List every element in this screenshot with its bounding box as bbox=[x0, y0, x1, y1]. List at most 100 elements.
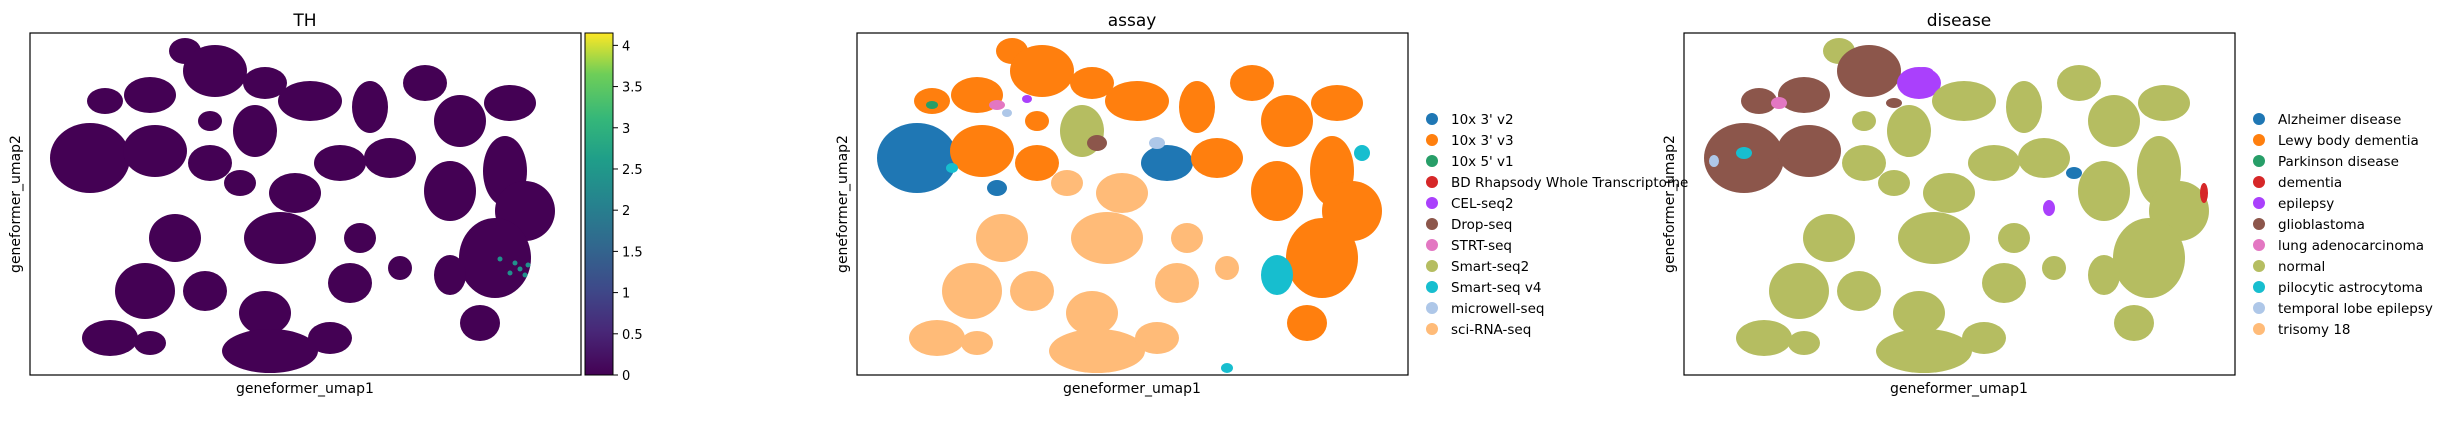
cluster bbox=[1778, 77, 1830, 113]
cluster bbox=[328, 263, 372, 303]
legend-label: microwell-seq bbox=[1451, 301, 1544, 317]
cluster bbox=[987, 180, 1007, 196]
colorbar-tick-label: 0.5 bbox=[622, 328, 643, 343]
y-axis-label: geneformer_umap2 bbox=[835, 135, 851, 273]
legend-marker bbox=[1426, 218, 1438, 230]
high-expression-point bbox=[507, 270, 513, 276]
cluster bbox=[1261, 255, 1293, 295]
cluster bbox=[484, 85, 536, 121]
cluster bbox=[1070, 67, 1114, 99]
cluster bbox=[1251, 161, 1303, 221]
x-axis-label: geneformer_umap1 bbox=[1063, 381, 1201, 397]
cluster bbox=[1736, 147, 1752, 159]
cluster bbox=[1096, 173, 1148, 213]
cluster bbox=[1998, 223, 2030, 253]
cluster bbox=[1769, 263, 1829, 319]
legend-label: pilocytic astrocytoma bbox=[2278, 280, 2423, 296]
legend-label: Parkinson disease bbox=[2278, 154, 2399, 170]
legend-marker bbox=[1426, 302, 1438, 314]
legend-label: epilepsy bbox=[2278, 196, 2334, 212]
cluster bbox=[460, 305, 500, 341]
cluster bbox=[459, 218, 531, 298]
cluster bbox=[1887, 105, 1931, 157]
cluster bbox=[1893, 291, 1945, 335]
cluster bbox=[1022, 95, 1032, 103]
cluster bbox=[1025, 111, 1049, 131]
colorbar-tick-label: 3.5 bbox=[622, 81, 643, 96]
legend-marker bbox=[2253, 113, 2265, 125]
cluster bbox=[1842, 145, 1886, 181]
cluster bbox=[877, 123, 957, 193]
cluster bbox=[1002, 109, 1012, 117]
legend-marker bbox=[1426, 281, 1438, 293]
colorbar bbox=[584, 32, 614, 376]
high-expression-point bbox=[522, 272, 528, 278]
cluster bbox=[243, 67, 287, 99]
umap-points bbox=[50, 38, 555, 373]
cluster bbox=[2006, 81, 2042, 133]
legend: 10x 3' v2 10x 3' v3 10x 5' v1 BD Rhapsody W… bbox=[1426, 112, 1688, 338]
panel-th: TH geneformer_umap1 geneformer_umap2 0 0.… bbox=[8, 11, 643, 397]
legend-label: BD Rhapsody Whole Transcriptome bbox=[1451, 175, 1688, 191]
cluster bbox=[308, 322, 352, 354]
cluster bbox=[183, 271, 227, 311]
cluster bbox=[2088, 95, 2140, 147]
cluster bbox=[2042, 256, 2066, 280]
cluster bbox=[2088, 255, 2120, 295]
cluster bbox=[1286, 218, 1358, 298]
cluster bbox=[364, 138, 416, 178]
x-axis-label: geneformer_umap1 bbox=[1890, 381, 2028, 397]
panel-disease: disease geneformer_umap1 geneformer_umap… bbox=[1662, 11, 2433, 397]
cluster bbox=[278, 81, 342, 121]
legend-marker bbox=[1426, 239, 1438, 251]
cluster bbox=[1886, 98, 1902, 108]
legend: Alzheimer disease Lewy body dementia Parki… bbox=[2253, 112, 2433, 338]
legend-marker bbox=[1426, 260, 1438, 272]
cluster bbox=[2078, 161, 2130, 221]
colorbar-tick-label: 1.5 bbox=[622, 245, 643, 260]
plot-frame bbox=[1683, 32, 2236, 376]
cluster bbox=[1287, 305, 1327, 341]
legend-marker bbox=[1426, 176, 1438, 188]
legend-label: Smart-seq2 bbox=[1451, 259, 1529, 275]
panel-title: disease bbox=[1927, 11, 1992, 31]
high-expression-point bbox=[497, 256, 503, 262]
cluster bbox=[1141, 145, 1193, 181]
legend-marker bbox=[1426, 113, 1438, 125]
cluster bbox=[1221, 363, 1233, 373]
colorbar-tick-label: 0 bbox=[622, 369, 630, 384]
cluster bbox=[149, 214, 201, 262]
cluster bbox=[222, 329, 318, 373]
colorbar-tick-label: 4 bbox=[622, 39, 630, 54]
cluster bbox=[1837, 45, 1901, 97]
legend-label: CEL-seq2 bbox=[1451, 196, 1514, 212]
legend-label: glioblastoma bbox=[2278, 217, 2365, 233]
cluster bbox=[1923, 173, 1975, 213]
cluster bbox=[352, 81, 388, 133]
cluster bbox=[1135, 322, 1179, 354]
cluster bbox=[989, 100, 1005, 110]
cluster bbox=[2066, 167, 2082, 179]
legend-label: 10x 3' v2 bbox=[1451, 112, 1514, 128]
cluster bbox=[2018, 138, 2070, 178]
high-expression-point bbox=[512, 260, 518, 266]
legend-label: trisomy 18 bbox=[2278, 322, 2351, 338]
plot-frame bbox=[29, 32, 582, 376]
legend-label: Alzheimer disease bbox=[2278, 112, 2401, 128]
cluster bbox=[926, 101, 938, 109]
cluster bbox=[1049, 329, 1145, 373]
colorbar-tick-label: 2.5 bbox=[622, 163, 643, 178]
cluster bbox=[1878, 170, 1910, 196]
cluster bbox=[123, 125, 187, 177]
cluster bbox=[1771, 97, 1787, 109]
cluster bbox=[1171, 223, 1203, 253]
cluster bbox=[134, 331, 166, 355]
cluster bbox=[183, 45, 247, 97]
cluster bbox=[124, 77, 176, 113]
legend-marker bbox=[2253, 281, 2265, 293]
cluster bbox=[2138, 85, 2190, 121]
cluster bbox=[1155, 263, 1199, 303]
legend-label: normal bbox=[2278, 259, 2325, 275]
legend-label: STRT-seq bbox=[1451, 238, 1512, 254]
cluster bbox=[1230, 65, 1274, 101]
